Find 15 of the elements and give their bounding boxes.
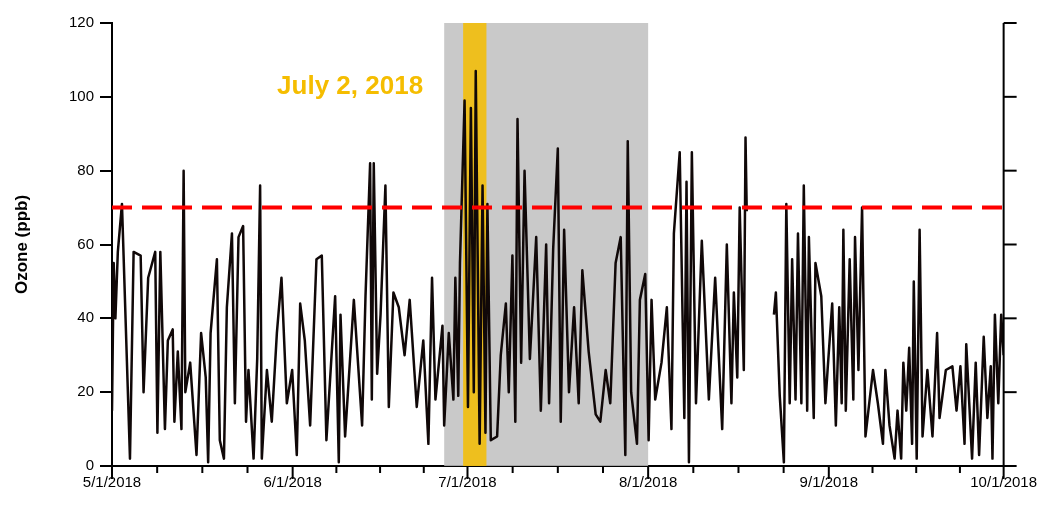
x-tick-label: 8/1/2018 xyxy=(618,473,678,491)
y-axis-title: Ozone (ppb) xyxy=(11,194,31,295)
y-tick-label: 20 xyxy=(77,382,94,400)
y-tick-label: 120 xyxy=(68,13,94,31)
x-tick-label: 5/1/2018 xyxy=(82,473,142,491)
x-tick-label: 6/1/2018 xyxy=(263,473,322,491)
y-tick-label: 0 xyxy=(85,456,94,474)
band-label: July 2, 2018 xyxy=(277,70,424,101)
y-tick-label: 60 xyxy=(77,234,94,252)
x-tick-label: 9/1/2018 xyxy=(799,473,858,491)
y-tick-label: 80 xyxy=(77,160,94,178)
x-tick-label: 10/1/2018 xyxy=(970,473,1037,491)
y-tick-label: 100 xyxy=(68,86,94,104)
x-tick-label: 7/1/2018 xyxy=(438,473,497,491)
y-tick-label: 40 xyxy=(77,308,94,326)
